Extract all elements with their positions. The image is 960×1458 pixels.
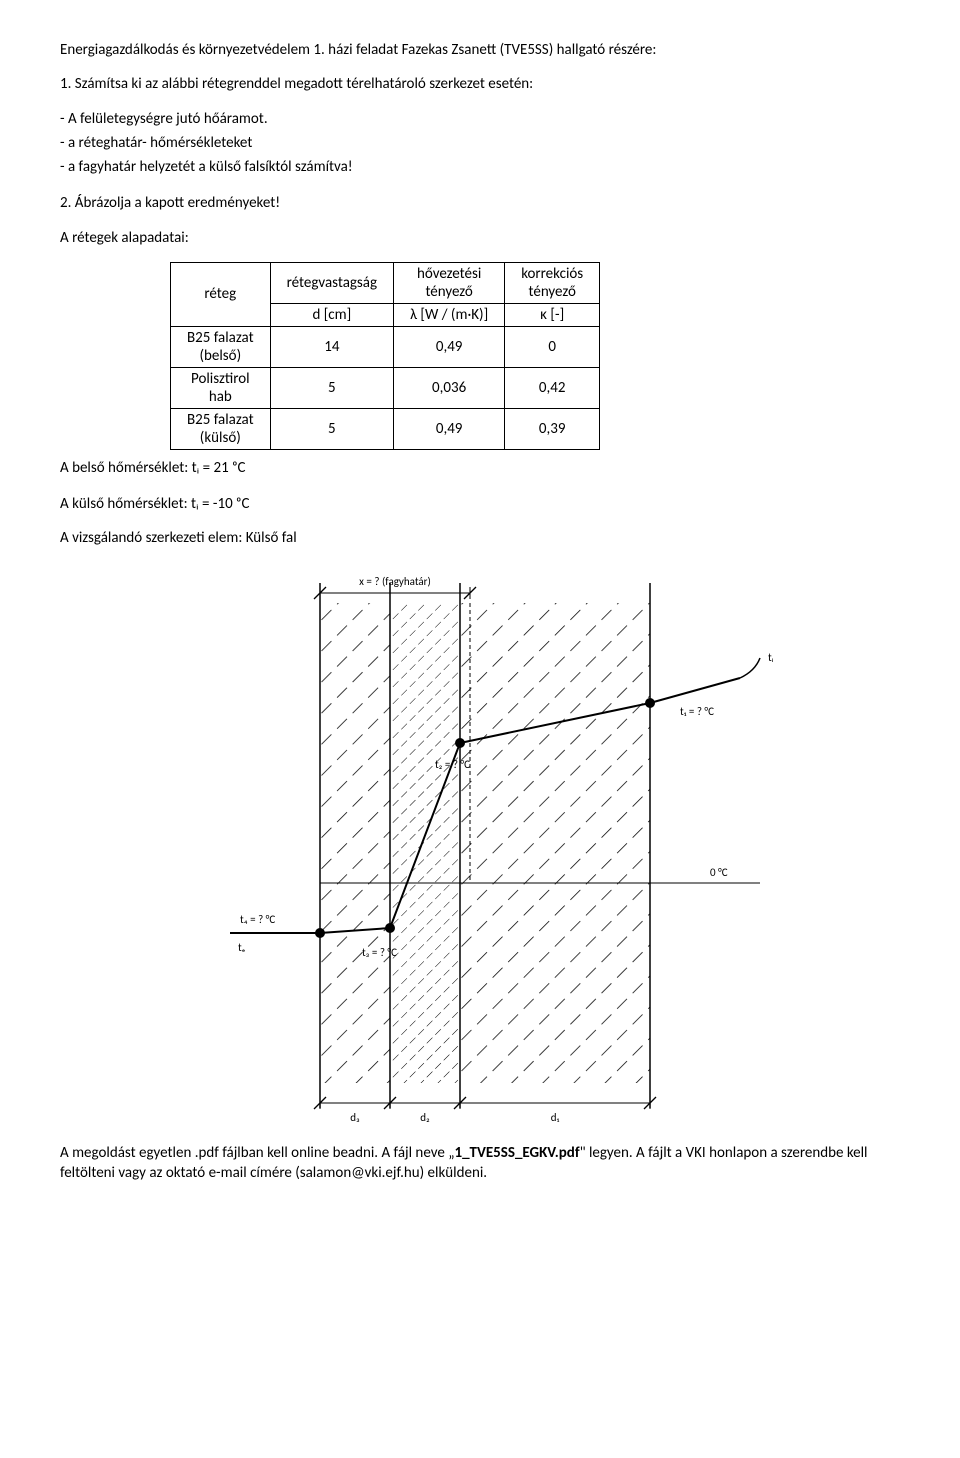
layer-d3-fill [320, 603, 390, 1083]
th-correction: korrekcióstényező [505, 262, 600, 303]
t2-label: t₂ = ? °C [435, 758, 470, 771]
document-header: Energiagazdálkodás és környezetvédelem 1… [60, 40, 900, 60]
th-thickness: rétegvastagság [270, 262, 393, 303]
th-layer: réteg [171, 262, 271, 326]
structural-element: A vizsgálandó szerkezeti elem: Külső fal [60, 528, 900, 548]
table-row: Polisztirolhab 5 0,036 0,42 [171, 367, 600, 408]
footer-filename: 1_TVE5SS_EGKV.pdf [454, 1144, 579, 1162]
layer-d1-fill [460, 603, 650, 1083]
layer-d2-fill [390, 603, 460, 1083]
wall-diagram: x = ? (fagyhatár) tᵢ t₁ = ? °C t₂ = ? °C… [160, 563, 800, 1133]
bullet-3: - a fagyhatár helyzetét a külső falsíktó… [60, 157, 900, 177]
zero-label: 0 °C [710, 866, 728, 879]
node-t1 [645, 698, 655, 708]
task-2: 2. Ábrázolja a kapott eredményeket! [60, 193, 900, 213]
x-label: x = ? (fagyhatár) [359, 575, 431, 588]
t1-label: t₁ = ? °C [680, 705, 714, 718]
d1-label: d₁ [551, 1111, 560, 1124]
table-row: B25 falazat(külső) 5 0,49 0,39 [171, 408, 600, 449]
table-row: B25 falazat(belső) 14 0,49 0 [171, 326, 600, 367]
table-caption: A rétegek alapadatai: [60, 228, 900, 248]
th-kappa-unit: κ [-] [505, 303, 600, 326]
te-label: tₑ [238, 941, 246, 954]
th-d-unit: d [cm] [270, 303, 393, 326]
layer-table: réteg rétegvastagság hővezetésitényező k… [170, 262, 600, 450]
node-t4 [315, 928, 325, 938]
task-1: 1. Számítsa ki az alábbi rétegrenddel me… [60, 74, 900, 94]
t3-label: t₃ = ? °C [362, 946, 397, 959]
node-t2 [455, 738, 465, 748]
t4-label: t₄ = ? °C [240, 913, 275, 926]
ti-label: tᵢ [768, 651, 774, 664]
bullet-2: - a réteghatár- hőmérsékleteket [60, 133, 900, 153]
node-t3 [385, 923, 395, 933]
th-conductivity: hővezetésitényező [394, 262, 505, 303]
inner-temp: A belső hőmérséklet: tᵢ = 21 ᵒC [60, 458, 900, 478]
d3-label: d₃ [350, 1111, 360, 1124]
footer-text: A megoldást egyetlen .pdf fájlban kell o… [60, 1143, 900, 1184]
d2-label: d₂ [420, 1111, 430, 1124]
bullet-1: - A felületegységre jutó hőáramot. [60, 109, 900, 129]
outer-temp: A külső hőmérséklet: tᵢ = -10 ᵒC [60, 494, 900, 514]
th-lambda-unit: λ [W / (m·K)] [394, 303, 505, 326]
